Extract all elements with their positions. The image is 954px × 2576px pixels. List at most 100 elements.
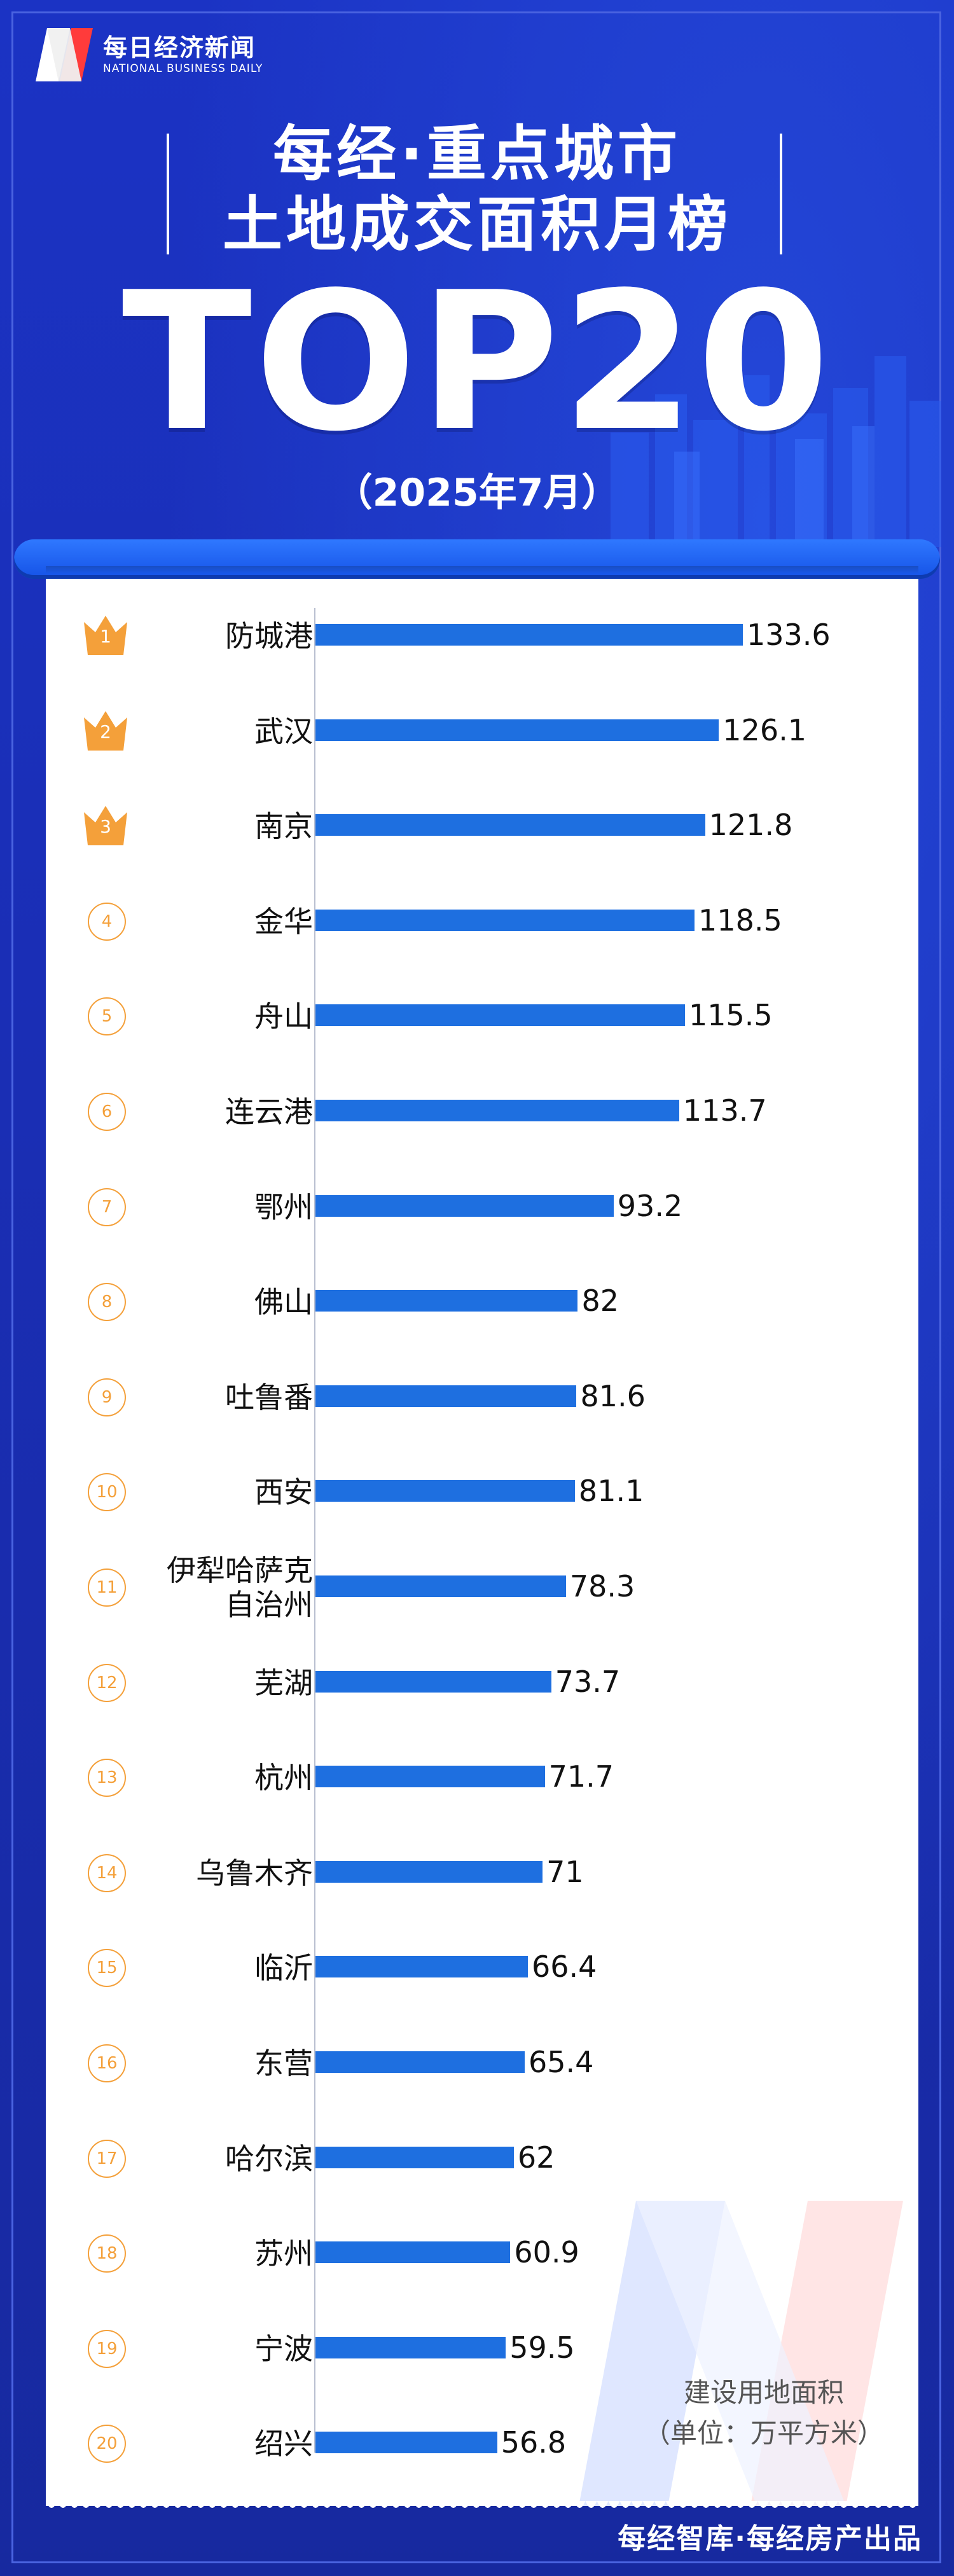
city-name: 东营 bbox=[254, 2046, 313, 2081]
value-bar bbox=[315, 1860, 543, 1883]
city-name: 绍兴 bbox=[254, 2427, 313, 2462]
crown-icon bbox=[84, 616, 127, 655]
rank-number: 19 bbox=[88, 2329, 126, 2368]
chart-row: 6 连云港 113.7 bbox=[46, 1080, 918, 1144]
value-label: 115.5 bbox=[688, 998, 773, 1033]
value-label: 118.5 bbox=[698, 903, 782, 938]
value-bar bbox=[315, 1195, 614, 1217]
chart-row: 11 伊犁哈萨克 自治州 78.3 bbox=[46, 1553, 918, 1622]
title-line-2: 土地成交面积月榜 bbox=[222, 190, 731, 260]
brand-name-en: NATIONAL BUSINESS DAILY bbox=[103, 62, 263, 75]
value-label: 82 bbox=[581, 1284, 619, 1319]
value-bar bbox=[315, 814, 705, 836]
rank-number: 10 bbox=[88, 1473, 126, 1512]
chart-row: 14 乌鲁木齐 71 bbox=[46, 1841, 918, 1905]
city-name: 佛山 bbox=[254, 1285, 313, 1320]
brand-text: 每日经济新闻 NATIONAL BUSINESS DAILY bbox=[103, 34, 263, 76]
city-name: 鄂州 bbox=[254, 1189, 313, 1224]
chart-row: 5 舟山 115.5 bbox=[46, 985, 918, 1048]
city-name: 南京 bbox=[254, 809, 313, 844]
city-name: 宁波 bbox=[254, 2331, 313, 2366]
chart-row: 10 西安 81.1 bbox=[46, 1460, 918, 1524]
unit-note: 建设用地面积 （单位：万平方米） bbox=[644, 2372, 884, 2454]
value-bar bbox=[315, 624, 743, 646]
chart-row: 7 鄂州 93.2 bbox=[46, 1175, 918, 1239]
rank-number: 16 bbox=[88, 2044, 126, 2082]
page-frame bbox=[11, 11, 941, 2563]
value-label: 121.8 bbox=[709, 808, 793, 843]
crown-icon bbox=[84, 710, 127, 751]
city-name: 金华 bbox=[254, 904, 313, 939]
paper-torn-edge bbox=[46, 2501, 918, 2508]
unit-line-1: 建设用地面积 bbox=[683, 2377, 844, 2408]
rank-number: 12 bbox=[88, 1663, 126, 1702]
value-label: 60.9 bbox=[514, 2235, 579, 2270]
chart-row: 15 临沂 66.4 bbox=[46, 1936, 918, 2000]
city-name: 吐鲁番 bbox=[225, 1380, 313, 1415]
city-skyline-illustration bbox=[611, 356, 941, 547]
city-name: 芜湖 bbox=[254, 1665, 313, 1700]
title-period: （2025年7月） bbox=[334, 471, 620, 515]
value-bar bbox=[315, 1385, 577, 1407]
value-label: 93.2 bbox=[617, 1188, 683, 1223]
chart-row: 17 哈尔滨 62 bbox=[46, 2127, 918, 2191]
value-bar bbox=[315, 719, 719, 741]
rank-number: 8 bbox=[88, 1283, 126, 1322]
crown-icon bbox=[84, 806, 127, 846]
value-label: 126.1 bbox=[722, 712, 806, 747]
value-label: 113.7 bbox=[682, 1093, 767, 1128]
title-top20: TOP20 bbox=[121, 251, 833, 473]
value-label: 81.6 bbox=[580, 1378, 646, 1413]
chart-row: 13 杭州 71.7 bbox=[46, 1746, 918, 1810]
chart-row: 19 宁波 59.5 bbox=[46, 2317, 918, 2381]
value-label: 62 bbox=[517, 2140, 555, 2175]
rank-number: 3 bbox=[100, 816, 111, 838]
unit-line-2: （单位：万平方米） bbox=[643, 2418, 884, 2449]
rank-number: 11 bbox=[88, 1568, 126, 1607]
value-label: 78.3 bbox=[569, 1569, 635, 1603]
city-name: 哈尔滨 bbox=[225, 2141, 313, 2176]
value-label: 133.6 bbox=[747, 618, 831, 652]
rank-number: 1 bbox=[100, 626, 111, 647]
rank-number: 14 bbox=[88, 1853, 126, 1892]
rank-number: 17 bbox=[88, 2139, 126, 2178]
value-label: 65.4 bbox=[528, 2045, 594, 2079]
value-bar bbox=[315, 2432, 497, 2454]
value-bar bbox=[315, 1100, 679, 1121]
footer-credit: 每经智库·每经房产出品 bbox=[618, 2523, 922, 2555]
chart-axis-line bbox=[314, 608, 315, 2453]
brand-logo: 每日经济新闻 NATIONAL BUSINESS DAILY bbox=[32, 25, 263, 84]
chart-row: 3 南京 121.8 bbox=[46, 794, 918, 858]
value-bar bbox=[315, 909, 695, 931]
chart-row: 8 佛山 82 bbox=[46, 1270, 918, 1334]
city-name: 临沂 bbox=[254, 1951, 313, 1986]
city-name: 防城港 bbox=[225, 619, 313, 653]
brand-name-cn: 每日经济新闻 bbox=[103, 34, 256, 62]
scroll-rail bbox=[14, 539, 940, 579]
title-left-rule bbox=[167, 134, 169, 254]
value-bar bbox=[315, 1670, 551, 1693]
title-line-1: 每经·重点城市 bbox=[273, 120, 681, 189]
value-label: 71.7 bbox=[548, 1759, 614, 1794]
paper-shadow bbox=[46, 566, 918, 574]
chart-row: 18 苏州 60.9 bbox=[46, 2222, 918, 2285]
rank-number: 2 bbox=[100, 721, 111, 742]
chart-paper bbox=[46, 558, 918, 2506]
chart-row: 2 武汉 126.1 bbox=[46, 700, 918, 763]
value-bar bbox=[315, 2146, 514, 2168]
city-name: 武汉 bbox=[254, 714, 313, 749]
value-label: 71 bbox=[546, 1854, 584, 1889]
rank-number: 6 bbox=[88, 1093, 126, 1131]
city-name: 苏州 bbox=[254, 2236, 313, 2271]
chart-row: 9 吐鲁番 81.6 bbox=[46, 1366, 918, 1429]
city-name: 连云港 bbox=[225, 1095, 313, 1129]
rank-number: 4 bbox=[88, 902, 126, 941]
city-name: 舟山 bbox=[254, 999, 313, 1034]
rank-number: 20 bbox=[88, 2425, 126, 2463]
value-label: 81.1 bbox=[578, 1474, 644, 1509]
city-name: 西安 bbox=[254, 1475, 313, 1510]
city-name: 杭州 bbox=[254, 1761, 313, 1796]
value-bar bbox=[315, 2241, 511, 2264]
rank-number: 18 bbox=[88, 2234, 126, 2273]
title-right-rule bbox=[780, 134, 782, 254]
